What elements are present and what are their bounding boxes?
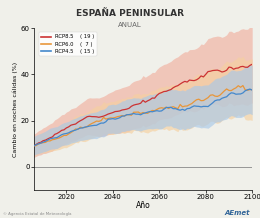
- Text: AEmet: AEmet: [224, 210, 250, 216]
- Legend: RCP8.5    ( 19 ), RCP6.0    (  7 ), RCP4.5    ( 15 ): RCP8.5 ( 19 ), RCP6.0 ( 7 ), RCP4.5 ( 15…: [39, 32, 97, 56]
- X-axis label: Año: Año: [136, 201, 150, 210]
- Text: ESPAÑA PENINSULAR: ESPAÑA PENINSULAR: [76, 9, 184, 18]
- Text: © Agencia Estatal de Meteorología: © Agencia Estatal de Meteorología: [3, 212, 71, 216]
- Y-axis label: Cambio en noches cálidas (%): Cambio en noches cálidas (%): [12, 61, 18, 157]
- Text: ANUAL: ANUAL: [118, 22, 142, 28]
